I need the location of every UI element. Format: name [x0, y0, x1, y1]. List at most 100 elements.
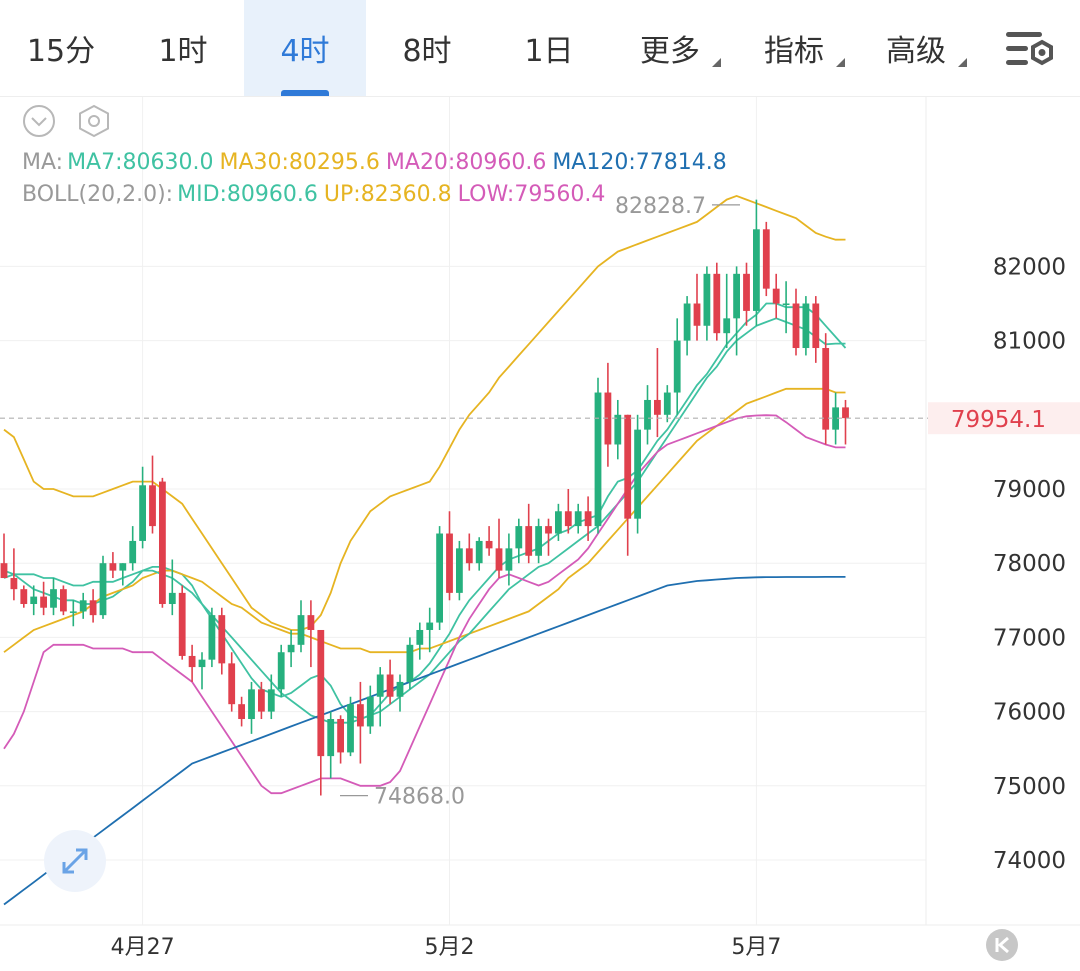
dropdown-label: 高级 — [886, 34, 946, 69]
boll-up-value: UP:82360.8 — [323, 182, 452, 207]
more-dropdown[interactable]: 更多 — [640, 0, 700, 96]
candle-body — [366, 696, 374, 727]
x-tick-label: 4月27 — [111, 935, 175, 960]
candle-body — [842, 407, 849, 419]
ma7-value: MA7:80630.0 — [67, 150, 214, 175]
candle-body — [782, 303, 790, 305]
price-markers: 79954.1 82828.7 74868.0 — [0, 194, 1080, 810]
tab-label: 1时 — [158, 34, 208, 69]
candle-body — [505, 548, 513, 571]
candle-body — [238, 704, 245, 720]
candle-body — [267, 689, 275, 712]
y-tick-label: 75000 — [993, 774, 1066, 800]
tab-label: 1日 — [524, 34, 574, 69]
candle-body — [69, 611, 77, 613]
candle-body — [386, 674, 394, 697]
advanced-dropdown[interactable]: 高级 — [886, 0, 946, 96]
candle-body — [376, 674, 384, 697]
tab-1d[interactable]: 1日 — [488, 0, 610, 96]
candle-body — [703, 273, 711, 326]
candle-body — [357, 704, 364, 727]
candle-body — [396, 681, 404, 697]
tab-label: 8时 — [402, 34, 452, 69]
candle-body — [485, 540, 493, 549]
candle-body — [832, 407, 839, 430]
ma-legend: MA: MA7:80630.0 MA30:80295.6 MA20:80960.6 MA… — [22, 150, 733, 175]
low-price-label: 74868.0 — [374, 785, 465, 810]
boll-low-value: LOW:79560.4 — [457, 182, 606, 207]
candle-body — [406, 644, 414, 682]
candlestick-chart[interactable]: 74000 75000 76000 77000 78000 79000 81000 82000… — [0, 97, 1080, 971]
ma20-value: MA20:80960.6 — [385, 150, 547, 175]
candle-body — [60, 589, 67, 612]
y-tick-label: 78000 — [993, 551, 1066, 577]
candle-body — [574, 511, 582, 527]
x-tick-label: 5月7 — [731, 935, 781, 960]
candle-body — [178, 592, 186, 656]
candle-body — [297, 615, 305, 645]
candle-body — [119, 563, 127, 571]
boll-mid-value: MID:80960.6 — [177, 182, 318, 207]
candle-body — [50, 589, 57, 608]
candle-body — [287, 644, 295, 653]
period-toolbar: 15分 1时 4时 8时 1日 更多 指标 高级 — [0, 0, 1080, 96]
mid-line — [3, 317, 846, 724]
tab-8h[interactable]: 8时 — [366, 0, 488, 96]
candle-body — [673, 340, 681, 393]
chevron-down-icon — [712, 58, 721, 67]
candle-body — [594, 392, 602, 527]
candle-body — [337, 719, 344, 753]
candle-body — [822, 348, 830, 430]
candle-body — [753, 229, 760, 311]
last-price-label: 79954.1 — [951, 407, 1046, 433]
candle-body — [248, 689, 255, 720]
tab-15m[interactable]: 15分 — [0, 0, 122, 96]
candle-body — [327, 719, 335, 757]
indicator-settings-icon[interactable] — [76, 104, 112, 138]
candle-body — [564, 511, 572, 527]
candle-body — [307, 615, 315, 630]
candle-body — [188, 655, 196, 668]
candle-body — [663, 392, 671, 415]
candle-body — [109, 563, 117, 571]
chart-settings-icon[interactable] — [1004, 28, 1056, 70]
candle-body — [545, 526, 552, 534]
candle-body — [525, 526, 533, 556]
tab-1h[interactable]: 1时 — [122, 0, 244, 96]
candle-body — [683, 303, 691, 341]
candle-body — [743, 273, 750, 311]
toolbar-divider — [0, 96, 1080, 97]
scroll-to-latest-button[interactable] — [986, 929, 1018, 961]
ma7-line — [3, 302, 847, 720]
candle-body — [762, 229, 770, 289]
tab-4h[interactable]: 4时 — [244, 0, 366, 96]
high-price-label: 82828.7 — [615, 194, 706, 219]
active-tab-indicator — [281, 90, 329, 96]
indicators-dropdown[interactable]: 指标 — [764, 0, 824, 96]
y-tick-label: 76000 — [993, 700, 1066, 726]
candle-body — [584, 511, 592, 527]
ma30-value: MA30:80295.6 — [219, 150, 380, 175]
candle-body — [99, 563, 107, 616]
candle-body — [277, 652, 285, 690]
candle-body — [792, 303, 800, 349]
candle-body — [30, 596, 38, 605]
chevron-down-icon — [958, 58, 967, 67]
boll-legend: BOLL(20,2.0): MID:80960.6 UP:82360.8 LOW:79… — [22, 182, 611, 207]
fullscreen-button[interactable] — [44, 830, 106, 892]
candle-body — [515, 526, 523, 549]
candle-body — [624, 414, 632, 519]
candle-body — [456, 548, 463, 593]
y-tick-label: 77000 — [993, 625, 1066, 651]
candle-body — [802, 303, 810, 349]
candle-body — [228, 663, 236, 705]
indicator-lines — [3, 194, 847, 906]
candle-body — [218, 615, 226, 664]
candle-body — [79, 600, 87, 612]
candle-body — [723, 318, 731, 334]
candles — [0, 199, 849, 796]
expand-icon — [62, 848, 88, 874]
collapse-chevron-icon[interactable] — [22, 104, 56, 138]
boll-prefix: BOLL(20,2.0): — [22, 182, 174, 207]
candle-body — [317, 629, 325, 757]
